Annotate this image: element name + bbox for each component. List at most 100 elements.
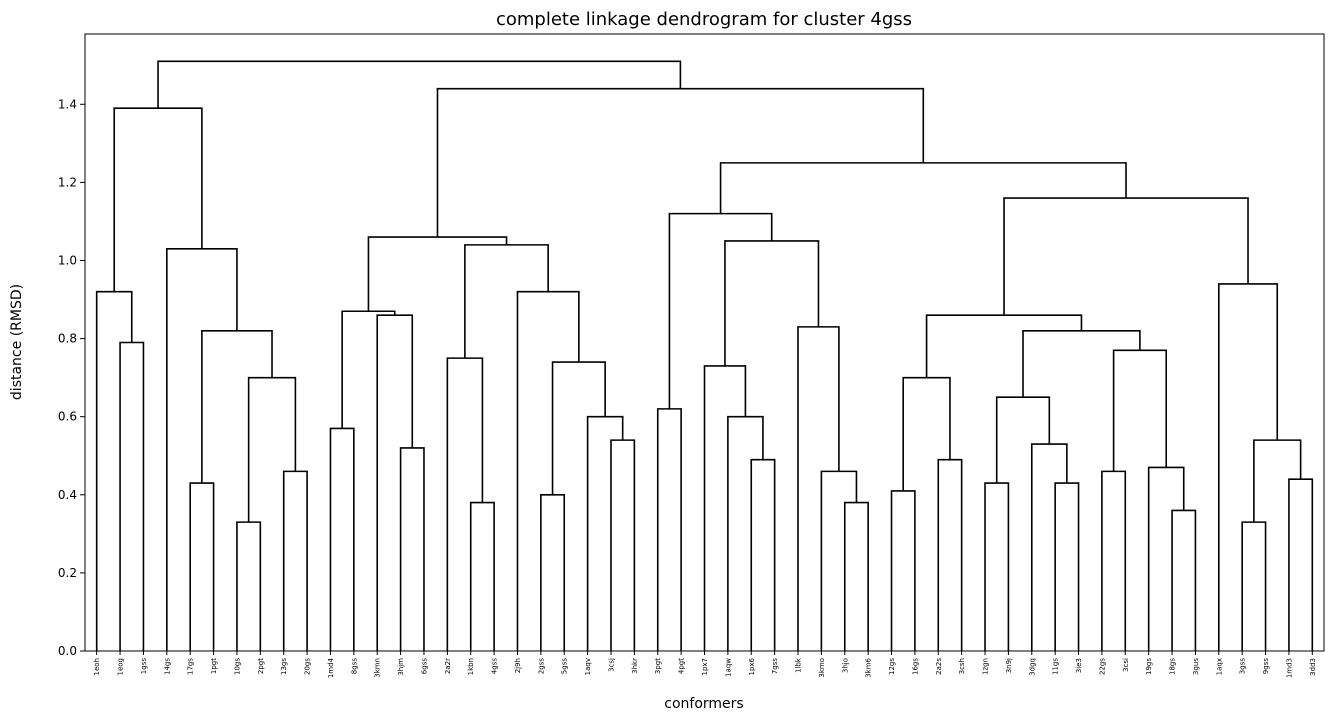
leaf-label: 2a2s [935, 658, 943, 675]
dendrogram-links [95, 60, 1314, 651]
leaf-label: 1aqw [724, 658, 732, 677]
dendrogram-link [995, 396, 1051, 484]
leaf-label: 2gss [537, 658, 545, 675]
dendrogram-link [1171, 509, 1197, 651]
dendrogram-link [1054, 482, 1080, 651]
leaf-label: 11gs [1052, 658, 1060, 675]
leaf-label: 12gs [888, 658, 896, 675]
leaf-label: 3km6 [865, 657, 873, 677]
dendrogram-link [464, 244, 549, 359]
dendrogram-link [586, 415, 624, 651]
leaf-label: 3ie3 [1075, 658, 1083, 673]
leaf-label: 3hkr [631, 658, 639, 674]
leaf-label: 3kmn [374, 658, 382, 678]
dendrogram-link [668, 212, 773, 409]
leaf-label: 3dgq [1028, 658, 1036, 676]
leaf-label: 9gss [1262, 658, 1270, 675]
leaf-label: 3hjm [397, 658, 405, 676]
dendrogram-link [1218, 283, 1279, 651]
dendrogram-link [201, 329, 273, 484]
leaf-label: 6gss [420, 658, 428, 675]
leaf-label: 3gus [1192, 658, 1200, 675]
dendrogram-link [157, 60, 682, 109]
dendrogram-link [1147, 466, 1185, 651]
leaf-label: 1zgn [982, 658, 990, 675]
y-axis: 0.0 0.2 0.4 0.6 0.8 1.0 1.2 1.4 [58, 97, 85, 658]
leaf-label: 22gs [1098, 658, 1106, 675]
leaf-label: 8gss [350, 658, 358, 675]
leaf-label: 3gss [1239, 658, 1247, 675]
y-tick-label: 1.0 [58, 253, 77, 267]
y-tick-label: 0.2 [58, 566, 77, 580]
leaf-label: 19gs [1145, 658, 1153, 675]
dendrogram-link [1241, 521, 1267, 651]
dendrogram-link [610, 439, 636, 651]
x-axis: 1eoh 1eog 1gss 14gs 17gs 1pgt 10gs 2pgt 13gs 20gs… [93, 651, 1317, 678]
leaf-label: 3csh [958, 658, 966, 674]
leaf-label: 5gss [561, 658, 569, 675]
y-tick-label: 0.8 [58, 332, 77, 346]
y-tick-label: 1.2 [58, 175, 77, 189]
dendrogram-link [540, 493, 566, 651]
dendrogram-link [797, 326, 840, 651]
leaf-label: 1eoh [93, 658, 101, 675]
dendrogram-link [236, 521, 262, 651]
x-axis-label: conformers [664, 696, 743, 712]
leaf-label: 7gss [771, 658, 779, 675]
leaf-label: 1lbk [795, 657, 803, 673]
dendrogram-link [750, 458, 776, 651]
y-axis-label: distance (RMSD) [9, 284, 25, 400]
dendrogram-link [119, 341, 145, 651]
leaf-label: 17gs [187, 658, 195, 675]
leaf-label: 1md4 [327, 657, 335, 678]
dendrogram-link [843, 501, 869, 651]
leaf-label: 3dd3 [1309, 658, 1317, 676]
dendrogram-link [1253, 439, 1302, 523]
leaf-label: 1px7 [701, 658, 709, 676]
dendrogram-link [469, 501, 495, 651]
leaf-label: 16gs [911, 658, 919, 675]
leaf-label: 2a2r [444, 658, 452, 674]
dendrogram-link [282, 470, 308, 651]
dendrogram-link [516, 290, 580, 651]
dendrogram-link [703, 365, 747, 651]
dendrogram-link [719, 162, 1127, 214]
dendrogram-link [925, 314, 1083, 378]
chart-title: complete linkage dendrogram for cluster … [496, 9, 912, 30]
y-tick-label: 0.6 [58, 410, 77, 424]
dendrogram-link [656, 408, 682, 651]
leaf-label: 3csj [607, 658, 615, 672]
y-tick-label: 0.4 [58, 488, 77, 502]
leaf-label: 1gss [140, 658, 148, 675]
dendrogram-link [247, 376, 297, 523]
dendrogram-link [1003, 197, 1249, 316]
leaf-label: 1pgt [210, 658, 218, 674]
leaf-label: 10gs [233, 658, 241, 675]
leaf-label: 1kbn [467, 658, 475, 675]
dendrogram-link [329, 427, 355, 651]
dendrogram-link [820, 470, 858, 651]
leaf-label: 14gs [163, 658, 171, 675]
dendrogram-link [189, 482, 215, 651]
dendrogram-link [1112, 349, 1167, 472]
leaf-label: 1aqv [584, 658, 592, 675]
dendrogram-link [1101, 470, 1127, 651]
y-tick-label: 1.4 [58, 97, 77, 111]
y-tick-label: 0.0 [58, 644, 77, 658]
dendrogram-link [724, 240, 820, 366]
leaf-label: 1eog [117, 658, 125, 676]
dendrogram-link [341, 310, 396, 429]
dendrogram-link [1288, 478, 1314, 651]
leaf-label: 4pgt [678, 658, 686, 674]
leaf-label: 3csi [1122, 658, 1130, 672]
leaf-label: 3pgt [654, 658, 662, 674]
leaf-label: 1aqx [1215, 658, 1223, 675]
leaf-label: 2pgt [257, 658, 265, 674]
dendrogram-link [367, 236, 508, 312]
dendrogram-link [376, 314, 414, 651]
dendrogram-link [1030, 443, 1068, 651]
dendrogram-link [902, 376, 951, 491]
dendrogram-link [937, 458, 963, 651]
leaf-label: 18gs [1169, 658, 1177, 675]
dendrogram-link [727, 415, 764, 651]
